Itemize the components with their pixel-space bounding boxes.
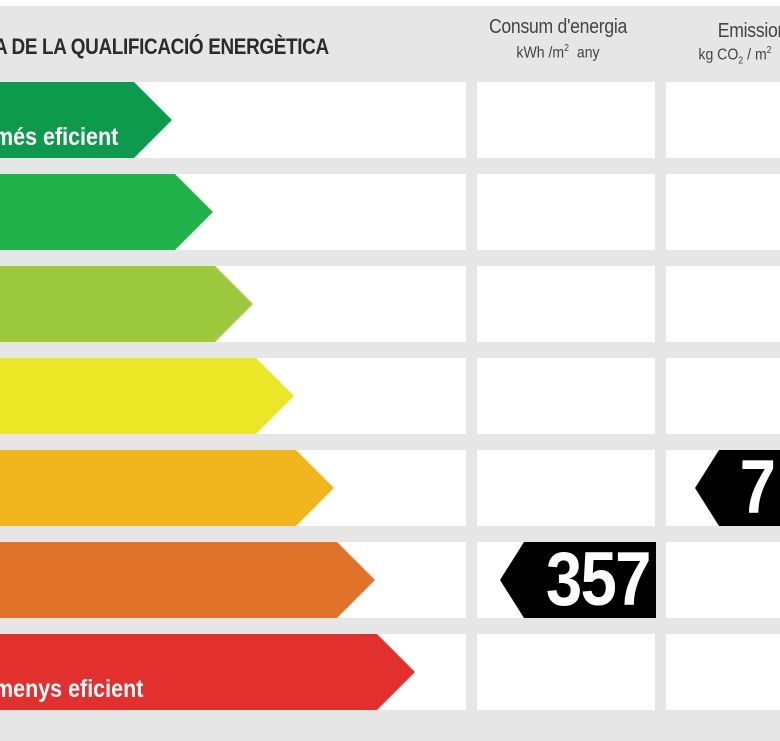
consum-rating-marker-value: 357 <box>546 537 652 622</box>
consum-cell <box>477 266 655 342</box>
class-bar: menys eficient <box>0 634 415 710</box>
class-bar <box>0 542 375 618</box>
consum-title: Consum d'energia <box>488 16 628 38</box>
emissions-cell <box>666 358 780 434</box>
class-bar <box>0 266 253 342</box>
consum-cell <box>477 358 655 434</box>
emissions-cell <box>666 82 780 158</box>
emissions-cell <box>666 174 780 250</box>
emissions-cell <box>666 542 780 618</box>
consum-cell <box>477 450 655 526</box>
class-bar: més eficient <box>0 82 172 158</box>
emissions-header: Emission kg CO2 / m2 <box>690 20 780 67</box>
emissions-title: Emission <box>717 20 780 42</box>
emissions-cell <box>666 634 780 710</box>
class-bar <box>0 358 294 434</box>
class-bar-label: més eficient <box>0 123 119 151</box>
consum-header: Consum d'energia kWh /m2 any <box>470 16 646 62</box>
consum-cell <box>477 82 655 158</box>
consum-rating-marker: 357 <box>500 542 656 618</box>
class-bar <box>0 174 213 250</box>
emissions-unit: kg CO2 / m2 <box>698 45 772 67</box>
class-bar <box>0 450 334 526</box>
consum-unit: kWh /m2 any <box>516 43 600 62</box>
chart-title: A DE LA QUALIFICACIÓ ENERGÈTICA <box>0 34 329 59</box>
class-bar-label: menys eficient <box>0 675 144 703</box>
emissions-rating-marker-value: 7 <box>739 445 775 530</box>
emissions-cell <box>666 266 780 342</box>
consum-cell <box>477 634 655 710</box>
consum-cell <box>477 174 655 250</box>
